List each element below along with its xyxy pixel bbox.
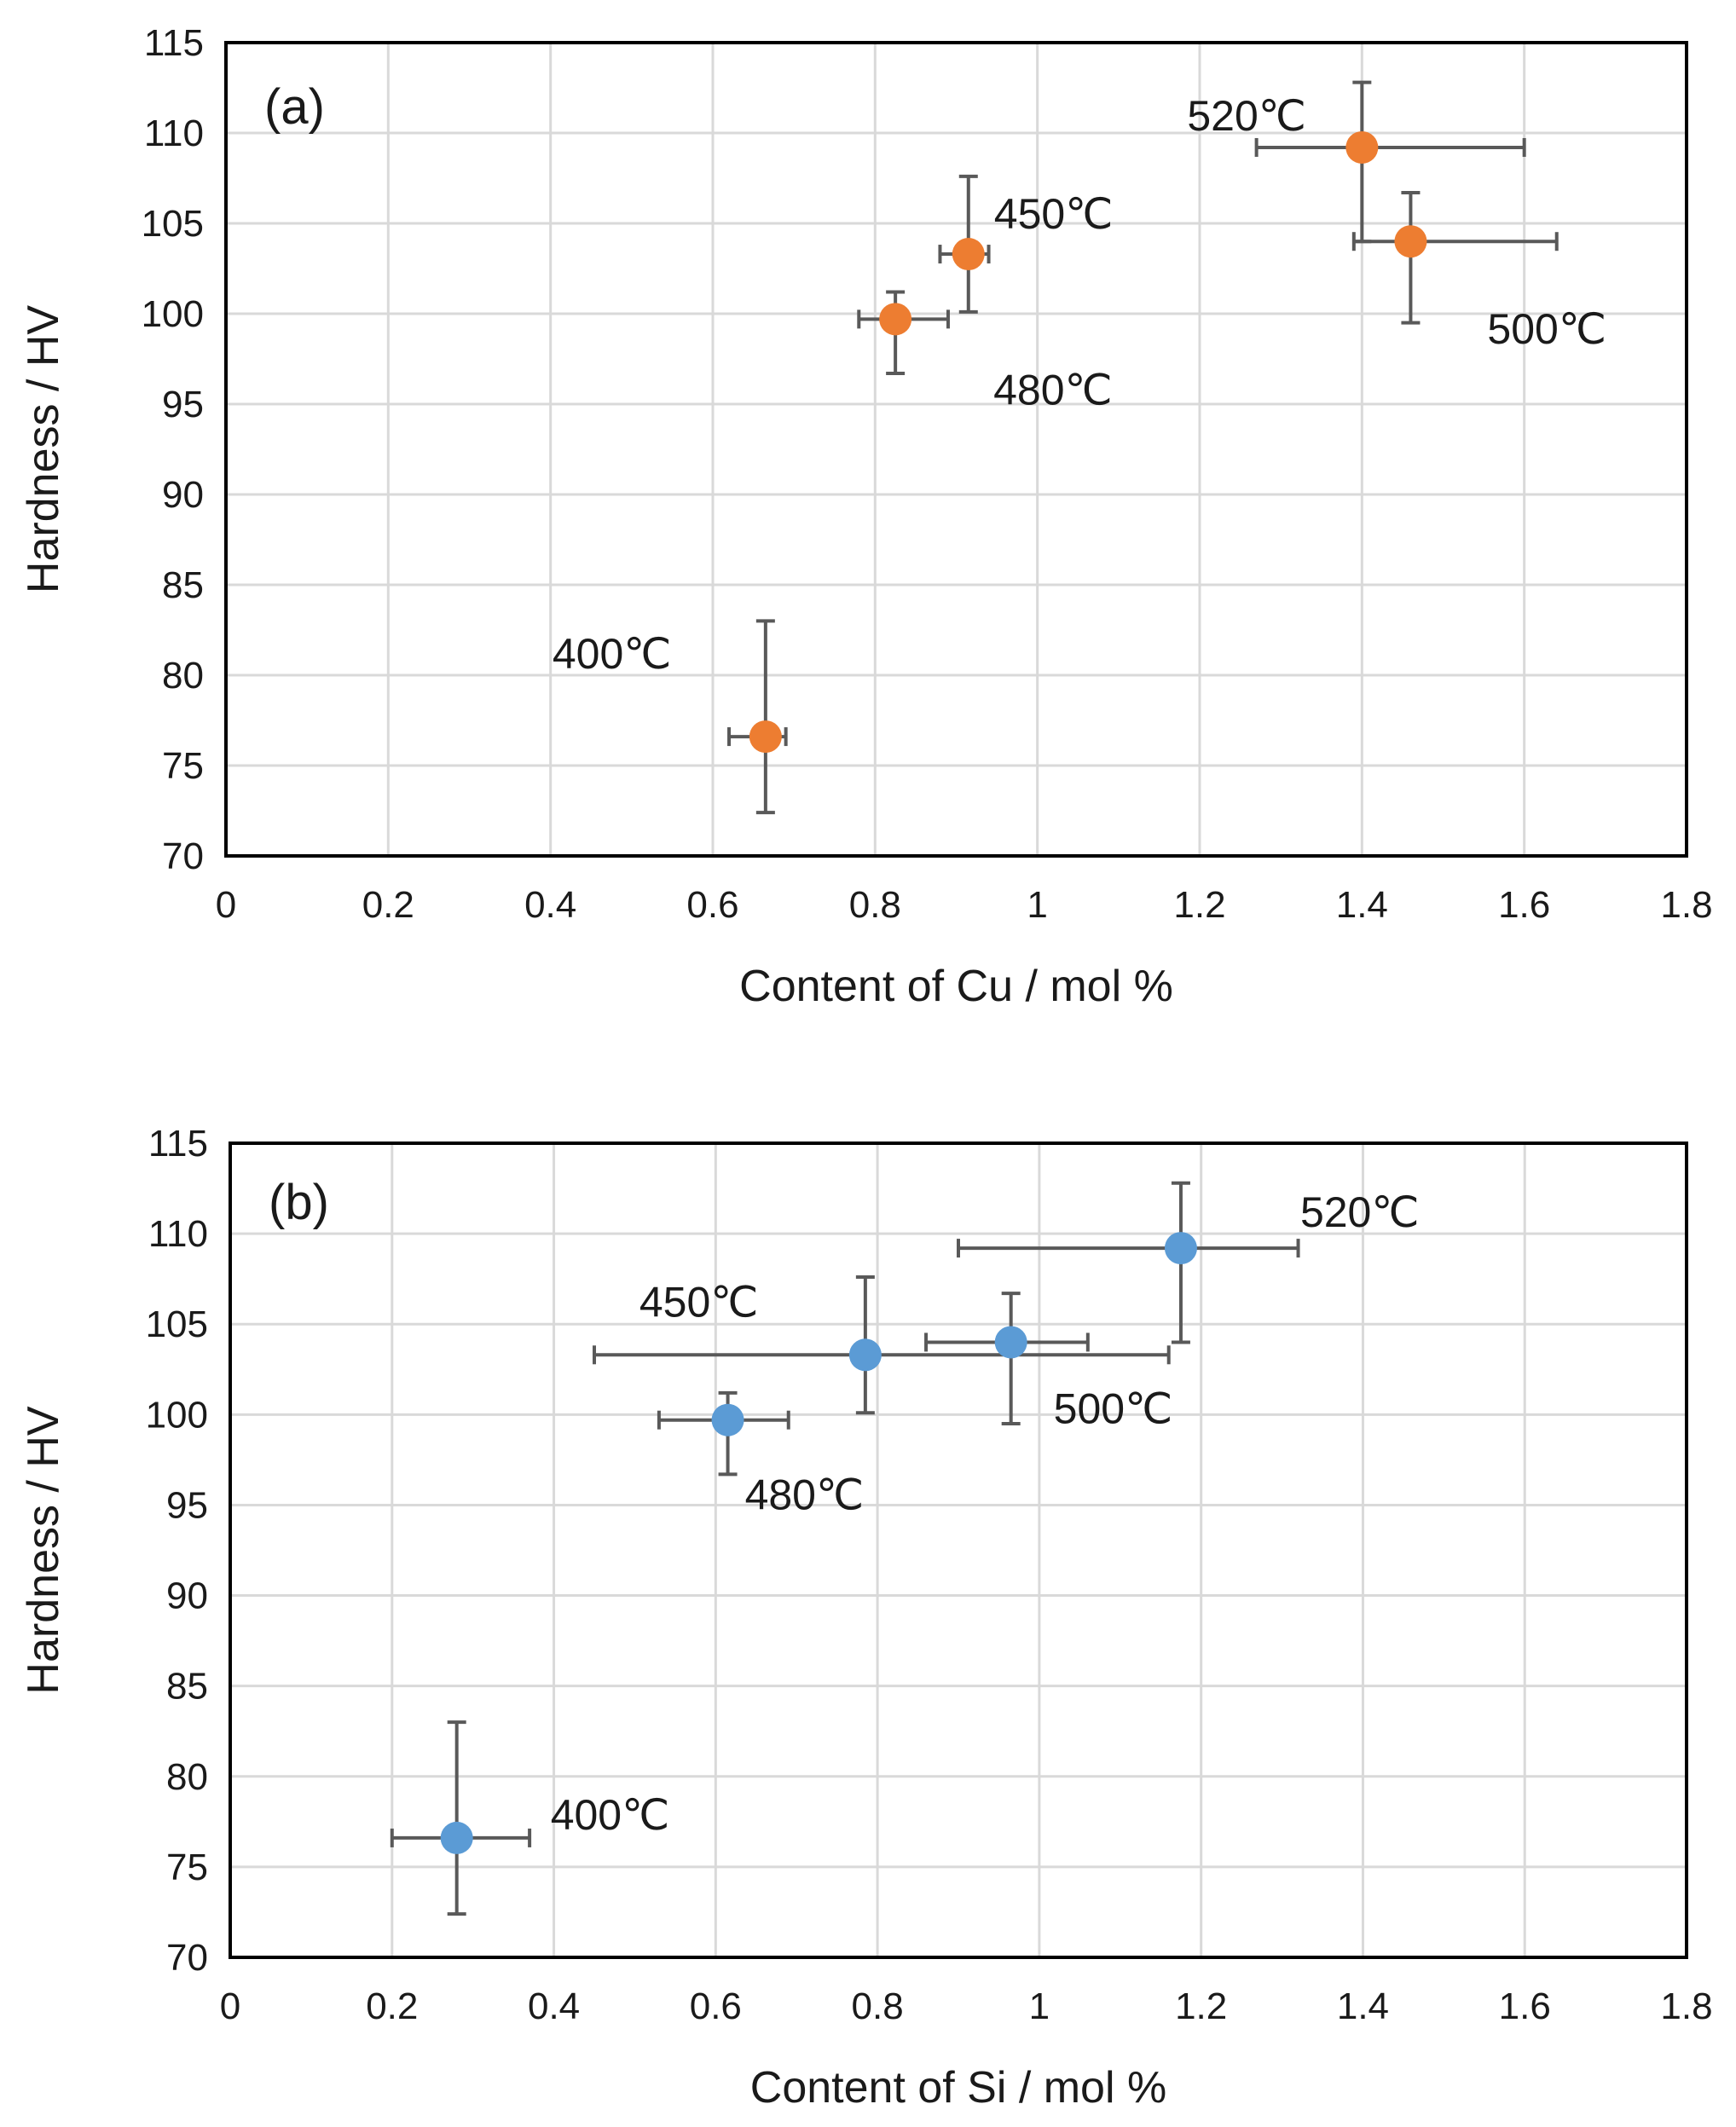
- x-tick-label: 0.6: [690, 1985, 742, 2027]
- x-tick-label: 0.4: [528, 1985, 580, 2027]
- x-tick-label: 1: [1029, 1985, 1050, 2027]
- data-point: [1345, 130, 1379, 164]
- panel-label: (a): [264, 79, 325, 135]
- x-tick-label: 0.4: [524, 884, 576, 926]
- y-tick-label: 70: [166, 1937, 208, 1979]
- y-tick-label: 80: [162, 655, 204, 696]
- y-tick-label: 85: [166, 1666, 208, 1708]
- point-annotation: 400℃: [553, 630, 672, 678]
- y-tick-label: 80: [166, 1756, 208, 1798]
- y-tick-label: 105: [142, 203, 204, 245]
- y-tick-label: 115: [148, 1123, 208, 1165]
- data-point: [848, 1338, 882, 1372]
- point-annotation: 480℃: [745, 1471, 865, 1519]
- y-axis-title: Hardness / HV: [19, 305, 68, 593]
- chart-panel-a: 0 0.2 0.4 0.6 0.8 1 1.2 1.4 1.6 1.8 70 75 80 85 90 95 10…: [19, 22, 1713, 1011]
- x-tick-label: 0.2: [366, 1985, 418, 2027]
- x-axis-title: Content of Cu / mol %: [739, 962, 1173, 1011]
- chart-panel-b: 0 0.2 0.4 0.6 0.8 1 1.2 1.4 1.6 1.8 70 75 80 85 90 95 10…: [19, 1123, 1713, 2113]
- point-annotation: 520℃: [1300, 1188, 1420, 1236]
- data-point: [952, 238, 985, 271]
- plot-frame: [229, 1142, 1688, 1959]
- y-tick-label: 90: [166, 1575, 208, 1617]
- x-tick-label: 1.8: [1660, 884, 1712, 926]
- data-point: [879, 303, 912, 336]
- point-annotation: 500℃: [1054, 1384, 1173, 1432]
- panel-label: (b): [269, 1175, 329, 1230]
- x-tick-label: 1.6: [1499, 1985, 1551, 2027]
- data-point: [749, 720, 782, 754]
- x-tick-label: 1.8: [1660, 1985, 1712, 2027]
- x-tick-label: 0: [220, 1985, 240, 2027]
- x-tick-label: 1: [1027, 884, 1047, 926]
- plot-area: [226, 43, 1687, 856]
- x-tick-label: 0.8: [852, 1985, 904, 2027]
- data-point: [440, 1821, 473, 1854]
- y-tick-label: 100: [146, 1394, 208, 1436]
- point-annotation: 480℃: [993, 366, 1113, 413]
- y-tick-label: 95: [166, 1484, 208, 1526]
- y-tick-label: 100: [142, 293, 204, 335]
- data-point: [994, 1326, 1027, 1359]
- x-tick-label: 0.8: [849, 884, 901, 926]
- x-tick-label: 1.4: [1336, 884, 1388, 926]
- point-annotation: 520℃: [1187, 92, 1306, 140]
- data-point: [1394, 225, 1427, 258]
- y-tick-label: 75: [166, 1847, 208, 1888]
- y-tick-label: 90: [162, 474, 204, 516]
- point-annotation: 500℃: [1487, 305, 1606, 353]
- x-tick-label: 0: [216, 884, 236, 926]
- y-tick-label: 70: [162, 835, 204, 877]
- y-tick-label: 85: [162, 564, 204, 606]
- data-point: [1164, 1232, 1197, 1265]
- point-annotation: 400℃: [551, 1791, 670, 1839]
- y-tick-label: 95: [162, 384, 204, 425]
- data-point: [711, 1403, 744, 1436]
- x-tick-label: 1.4: [1337, 1985, 1389, 2027]
- point-annotation: 450℃: [994, 190, 1114, 238]
- x-tick-label: 1.6: [1498, 884, 1550, 926]
- x-tick-label: 0.6: [686, 884, 738, 926]
- y-tick-label: 110: [144, 113, 204, 154]
- point-annotation: 450℃: [639, 1278, 759, 1326]
- y-tick-label: 110: [148, 1213, 208, 1255]
- y-tick-label: 105: [146, 1303, 208, 1345]
- y-axis-title: Hardness / HV: [19, 1406, 68, 1694]
- plot-frame: [224, 41, 1688, 858]
- x-tick-label: 1.2: [1173, 884, 1225, 926]
- plot-area: [230, 1143, 1687, 1957]
- y-tick-label: 115: [144, 22, 204, 64]
- x-tick-label: 1.2: [1175, 1985, 1227, 2027]
- y-tick-label: 75: [162, 745, 204, 787]
- x-tick-label: 0.2: [362, 884, 414, 926]
- x-axis-title: Content of Si / mol %: [750, 2063, 1166, 2113]
